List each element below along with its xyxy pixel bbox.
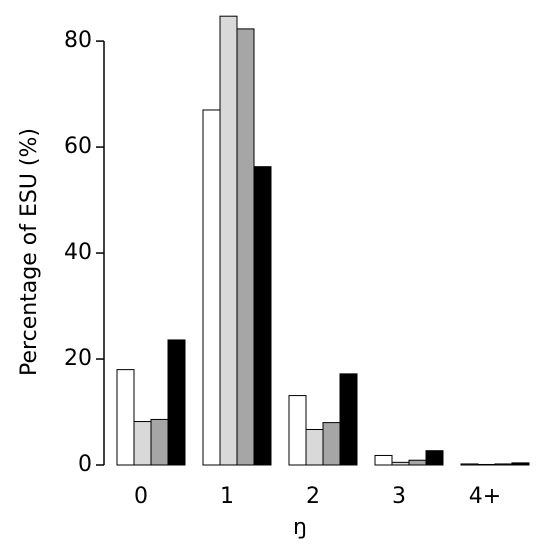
bar <box>408 459 427 466</box>
bar <box>236 28 255 466</box>
bar <box>219 15 238 466</box>
y-tick-label: 80 <box>64 28 92 53</box>
y-tick-label: 60 <box>64 134 92 159</box>
y-tick-label: 40 <box>64 240 92 265</box>
bar <box>305 428 324 466</box>
bar <box>167 339 186 466</box>
bar <box>288 395 307 466</box>
bar <box>322 422 341 466</box>
y-tick-label: 0 <box>78 452 92 477</box>
x-tick-label: 0 <box>134 484 148 509</box>
bar <box>477 463 496 466</box>
bar <box>202 109 221 466</box>
x-tick-label: 4+ <box>469 484 501 509</box>
bar <box>253 166 272 466</box>
bar <box>116 369 135 466</box>
x-tick-label: 2 <box>306 484 320 509</box>
bar <box>460 463 479 466</box>
bar <box>339 373 358 466</box>
bar <box>425 450 444 466</box>
x-tick-label: 3 <box>392 484 406 509</box>
y-axis-label: Percentage of ESU (%) <box>17 128 42 376</box>
bar <box>494 463 513 466</box>
bar <box>133 421 152 466</box>
x-axis-label: ŋ <box>293 515 307 540</box>
bar <box>391 461 410 466</box>
y-tick-label: 20 <box>64 346 92 371</box>
x-tick-label: 1 <box>220 484 234 509</box>
bar <box>374 454 393 466</box>
bar <box>511 462 530 466</box>
bar <box>150 418 169 466</box>
